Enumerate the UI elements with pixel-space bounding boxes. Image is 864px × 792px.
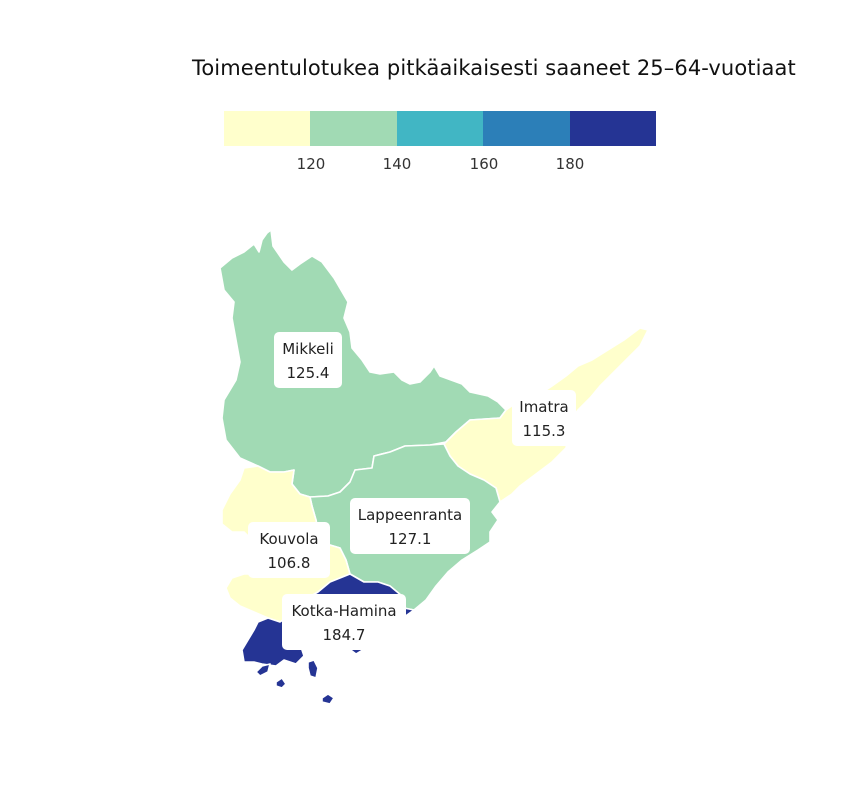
region-name-text: Mikkeli [282,340,334,358]
map-title: Toimeentulotukea pitkäaikaisesti saaneet… [192,56,796,80]
region-mikkeli[interactable] [219,229,507,498]
region-label-kouvola: Kouvola 106.8 [248,522,330,578]
legend-swatch-3 [396,111,484,146]
region-label-imatra: Imatra 115.3 [512,390,576,446]
region-value-text: 127.1 [389,530,432,548]
region-value-text: 184.7 [323,626,366,644]
legend-tick-label: 180 [555,155,585,173]
region-name-text: Lappeenranta [358,506,463,524]
region-label-mikkeli: Mikkeli 125.4 [274,332,342,388]
legend-swatch-4 [483,111,570,146]
region-value-text: 115.3 [523,422,566,440]
legend-swatch-1 [224,111,311,146]
region-label-kotka-hamina: Kotka-Hamina 184.7 [282,594,406,650]
legend-swatch-5 [569,111,657,146]
legend-tick-label: 160 [469,155,499,173]
legend-tick-label: 120 [296,155,326,173]
region-value-text: 106.8 [268,554,311,572]
region-name-text: Kotka-Hamina [291,602,396,620]
region-name-text: Imatra [519,398,568,416]
color-legend [224,111,657,146]
region-name-text: Kouvola [259,530,318,548]
legend-tick-label: 140 [382,155,412,173]
region-value-text: 125.4 [287,364,330,382]
region-label-lappeenranta: Lappeenranta 127.1 [350,498,470,554]
legend-swatch-2 [310,111,397,146]
